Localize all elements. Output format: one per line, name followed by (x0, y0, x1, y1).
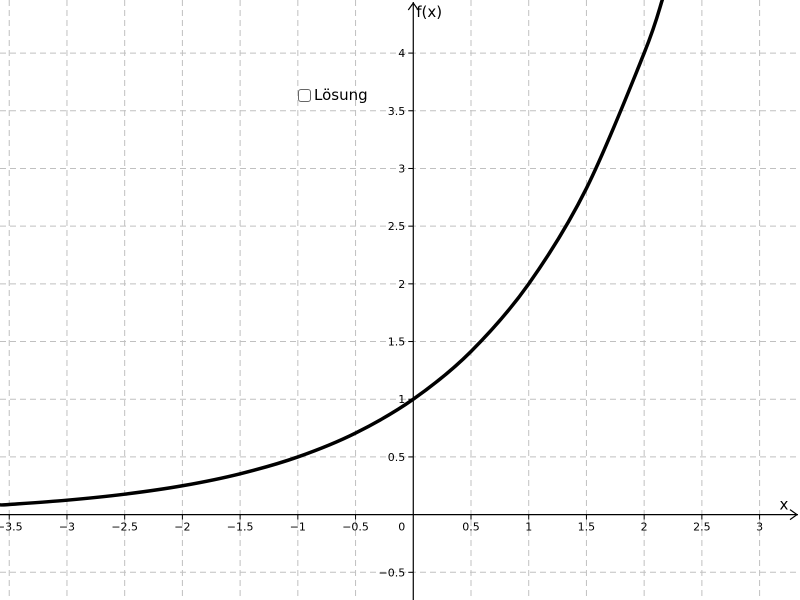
x-tick-label: 2 (641, 521, 648, 534)
y-tick-label: 3 (398, 162, 405, 175)
x-tick-label: −0.5 (342, 521, 369, 534)
y-axis-arrow-icon (407, 1, 419, 11)
ticks: −3.5 −3 −2.5 −2 −1.5 −1 −0.5 0.5 1 1.5 2 2.5 3 −0.5 0.… (0, 47, 763, 579)
y-tick-label: 1.5 (388, 336, 406, 349)
x-tick-label: −3 (59, 521, 75, 534)
y-tick-label: −0.5 (379, 566, 406, 579)
y-tick-label: 3.5 (388, 105, 406, 118)
function-curve (0, 0, 665, 507)
x-tick-label: 3 (756, 521, 763, 534)
x-axis-arrow-icon (789, 509, 799, 521)
y-axis-title: f(x) (416, 3, 442, 21)
y-tick-label: 1 (398, 393, 405, 406)
origin-label: 0 (398, 521, 405, 534)
x-tick-label: 1 (525, 521, 532, 534)
x-tick-label: 2.5 (693, 521, 711, 534)
solution-checkbox-label: Lösung (314, 86, 368, 104)
x-tick-label: −2 (174, 521, 190, 534)
solution-checkbox[interactable]: Lösung (298, 86, 368, 104)
x-axis-title: x (780, 496, 789, 514)
x-tick-label: 0.5 (462, 521, 480, 534)
x-tick-label: −2.5 (111, 521, 138, 534)
x-tick-label: −3.5 (0, 521, 23, 534)
y-tick-label: 2 (398, 278, 405, 291)
checkbox-box[interactable] (298, 88, 311, 102)
y-tick-label: 4 (398, 47, 405, 60)
curves (0, 0, 665, 507)
x-tick-label: −1 (290, 521, 306, 534)
y-tick-label: 0.5 (388, 451, 406, 464)
y-tick-label: 2.5 (388, 220, 406, 233)
x-tick-label: 1.5 (578, 521, 596, 534)
x-tick-label: −1.5 (227, 521, 254, 534)
